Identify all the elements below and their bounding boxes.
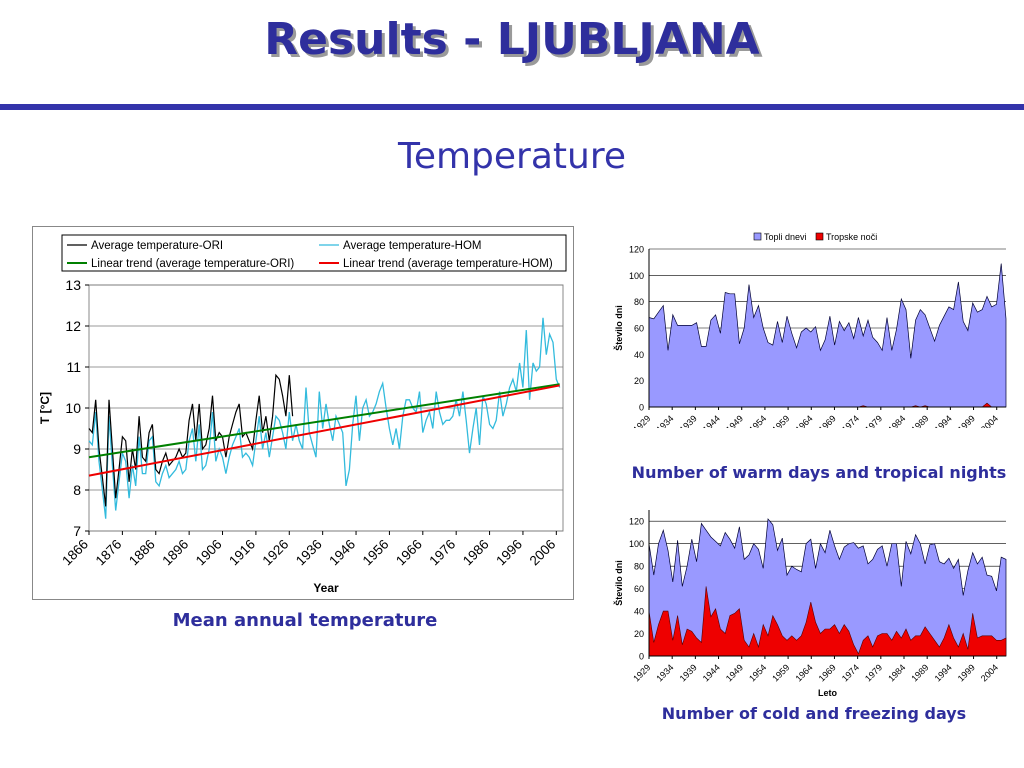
trend-line-ori xyxy=(88,383,560,459)
title-divider xyxy=(0,104,1024,110)
y-tick-label: 40 xyxy=(634,350,644,360)
y-tick-label: 11 xyxy=(66,359,81,375)
series-line-hom xyxy=(88,317,561,519)
y-tick-label: 0 xyxy=(639,652,644,662)
y-tick-label: 40 xyxy=(634,607,644,617)
y-tick-label: 7 xyxy=(73,523,81,539)
legend-label: Linear trend (average temperature-HOM) xyxy=(343,258,553,270)
y-tick-label: 120 xyxy=(629,245,644,255)
x-axis-title: Year xyxy=(313,581,339,595)
y-axis-title: T [°C] xyxy=(38,392,52,424)
legend-label: Topli dnevi xyxy=(764,232,807,242)
area-series-blue xyxy=(648,263,1007,408)
y-tick-label: 80 xyxy=(634,297,644,307)
y-tick-label: 0 xyxy=(639,403,644,413)
y-tick-label: 100 xyxy=(629,271,644,281)
warm-days-chart: Topli dnevi Tropske noči02040608010012019… xyxy=(606,228,1016,428)
y-tick-label: 12 xyxy=(65,318,81,334)
y-axis-title: Število dni xyxy=(613,560,624,606)
area-series-red xyxy=(648,586,1007,657)
legend-swatch xyxy=(815,232,824,241)
y-tick-label: 20 xyxy=(634,629,644,639)
legend-label: Average temperature-ORI xyxy=(91,240,223,252)
legend-label: Average temperature-HOM xyxy=(343,240,481,252)
y-tick-label: 10 xyxy=(65,400,81,416)
x-axis-title: Leto xyxy=(818,688,838,698)
legend-box xyxy=(61,234,567,272)
y-tick-label: 120 xyxy=(629,517,644,527)
legend-label: Linear trend (average temperature-ORI) xyxy=(91,258,294,270)
cold-days-caption: Number of cold and freezing days xyxy=(661,704,967,723)
page-title: Results - LJUBLJANA xyxy=(264,14,760,65)
y-tick-label: 60 xyxy=(634,584,644,594)
y-tick-label: 8 xyxy=(73,482,81,498)
trend-line-hom xyxy=(88,384,560,477)
mean-temperature-chart: Average temperature-ORI Average temperatu… xyxy=(32,226,574,600)
legend-label: Tropske noči xyxy=(826,232,877,242)
page-subtitle: Temperature xyxy=(397,136,627,177)
y-tick-label: 13 xyxy=(65,277,81,293)
y-tick-label: 100 xyxy=(629,539,644,549)
y-tick-label: 60 xyxy=(634,324,644,334)
series-line-ori xyxy=(88,373,294,507)
warm-days-caption: Number of warm days and tropical nights xyxy=(631,463,1007,482)
y-tick-label: 80 xyxy=(634,562,644,572)
y-tick-label: 20 xyxy=(634,376,644,386)
legend-swatch xyxy=(753,232,762,241)
mean-temperature-caption: Mean annual temperature xyxy=(172,610,438,631)
y-tick-label: 9 xyxy=(73,441,81,457)
y-axis-title: Število dni xyxy=(613,305,624,351)
